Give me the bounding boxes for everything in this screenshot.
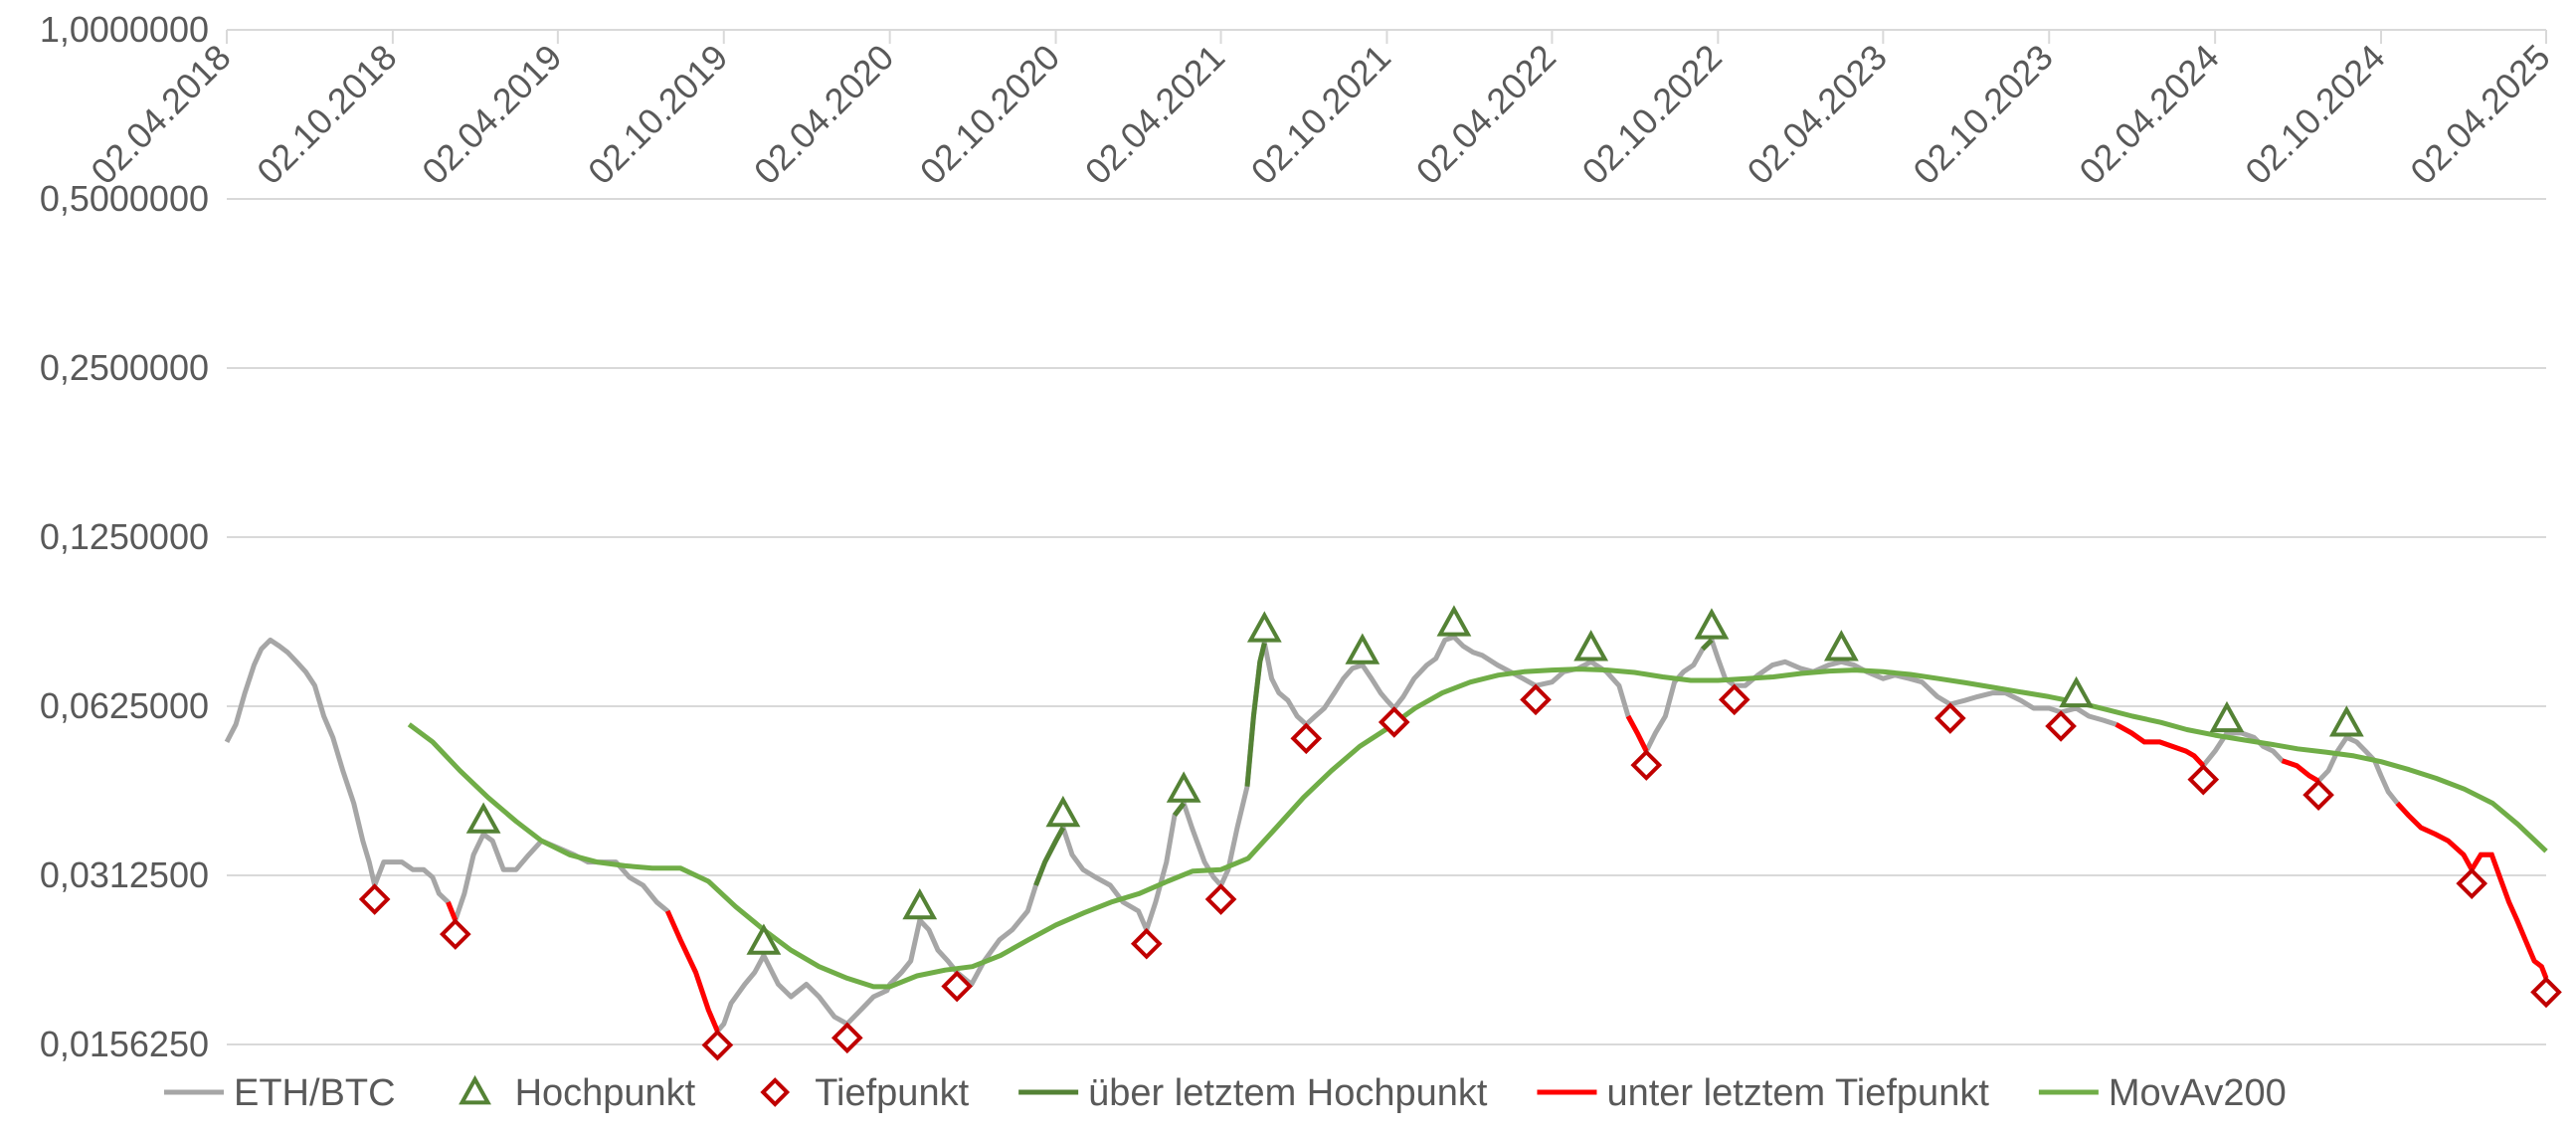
tiefpunkt-marker (1130, 927, 1163, 960)
tiefpunkt-marker (2302, 779, 2334, 812)
x-tick-label: 02.04.2024 (2071, 37, 2226, 192)
segment-above-high-4 (1701, 638, 1714, 652)
legend-label: MovAv200 (2109, 1072, 2287, 1114)
x-tick-label: 02.04.2020 (746, 37, 901, 192)
hochpunkt-marker (2328, 705, 2364, 737)
legend-item-above_high: über letztem Hochpunkt (1018, 1072, 1488, 1114)
legend: ETH/BTC Hochpunkt Tiefpunkt über letztem Ho… (164, 1072, 2287, 1114)
tiefpunkt-marker (1290, 722, 1323, 755)
tiefpunkt-marker (830, 1022, 863, 1054)
segment-above-high-1 (1033, 826, 1066, 886)
hochpunkt-marker (1823, 630, 1859, 662)
tiefpunkt-marker (1378, 706, 1410, 738)
hochpunkt-marker (746, 923, 782, 955)
y-tick-label: 0,0312500 (40, 854, 209, 895)
hochpunkt-marker (1694, 608, 1730, 640)
tiefpunkt-marker (2187, 763, 2220, 796)
y-tick-label: 1,0000000 (40, 9, 209, 50)
tiefpunkt-marker (1204, 883, 1237, 915)
x-tick-label: 02.10.2022 (1574, 37, 1730, 192)
hochpunkt-marker (1045, 795, 1081, 828)
legend-swatch-triangle (459, 1074, 491, 1105)
segment-below-low-3 (2115, 722, 2206, 768)
segment-below-low-0 (446, 900, 459, 922)
legend-label: Tiefpunkt (815, 1072, 969, 1114)
legend-item-movav: MovAv200 (2038, 1072, 2287, 1114)
segment-below-low-1 (664, 909, 720, 1033)
legend-label: Hochpunkt (515, 1072, 696, 1114)
y-tick-label: 0,1250000 (40, 516, 209, 557)
tiefpunkt-marker (2045, 710, 2077, 742)
y-axis: 1,0000000 0,5000000 0,2500000 0,1250000 0,06… (40, 9, 209, 1064)
legend-swatch-diamond (760, 1077, 791, 1107)
x-tick-label: 02.10.2021 (1243, 37, 1398, 192)
tiefpunkt-marker (2530, 976, 2562, 1009)
hochpunkt-marker (1573, 630, 1609, 662)
hochpunkt-marker (1345, 633, 1380, 664)
legend-item-tiefpunkt: Tiefpunkt (760, 1072, 970, 1114)
legend-item-hochpunkt: Hochpunkt (459, 1072, 696, 1114)
hochpunkt-marker (1246, 611, 1282, 643)
tiefpunkt-marker (439, 918, 471, 950)
x-tick-label: 02.10.2018 (249, 37, 404, 192)
y-tick-label: 0,0625000 (40, 685, 209, 726)
x-tick-label: 02.10.2024 (2237, 37, 2392, 192)
x-tick-label: 02.10.2020 (912, 37, 1067, 192)
legend-item-below_low: unter letztem Tiefpunkt (1537, 1072, 1989, 1114)
tiefpunkt-marker (1933, 702, 1966, 734)
x-tick-label: 02.04.2018 (83, 37, 238, 192)
tiefpunkt-marker (1520, 683, 1552, 716)
segment-above-high-3 (1244, 642, 1267, 787)
hochpunkt-marker (465, 802, 501, 834)
x-tick-label: 02.04.2019 (414, 37, 569, 192)
segment-below-low-2 (1625, 714, 1649, 753)
x-tick-label: 02.10.2019 (580, 37, 735, 192)
legend-item-ethbtc: ETH/BTC (164, 1072, 396, 1114)
tiefpunkt-marker (701, 1029, 734, 1061)
x-axis: 02.04.2018 02.10.2018 02.04.2019 02.10.2019… (83, 29, 2558, 192)
tiefpunkt-marker (358, 883, 391, 915)
x-tick-label: 02.04.2021 (1077, 37, 1232, 192)
y-tick-label: 0,2500000 (40, 347, 209, 388)
plot-area (224, 634, 2549, 1035)
grid (227, 29, 2546, 1045)
y-tick-label: 0,5000000 (40, 178, 209, 219)
segment-below-low-5 (2395, 801, 2549, 980)
series-ethbtc-line (224, 634, 2549, 1035)
y-tick-label: 0,0156250 (40, 1024, 209, 1064)
markers (358, 605, 2562, 1061)
x-tick-label: 02.04.2023 (1740, 37, 1895, 192)
legend-label: ETH/BTC (234, 1072, 396, 1114)
x-tick-label: 02.04.2022 (1408, 37, 1564, 192)
tiefpunkt-marker (2456, 867, 2488, 900)
tiefpunkt-marker (1630, 749, 1663, 781)
legend-label: unter letztem Tiefpunkt (1606, 1072, 1989, 1114)
hochpunkt-marker (902, 887, 938, 920)
hochpunkt-marker (2059, 675, 2094, 708)
tiefpunkt-marker (1718, 683, 1750, 716)
segment-above-high-2 (1173, 801, 1187, 818)
hochpunkt-marker (1166, 771, 1201, 803)
hochpunkt-marker (2209, 700, 2245, 733)
x-tick-label: 02.10.2023 (1905, 37, 2060, 192)
tiefpunkt-marker (941, 970, 973, 1003)
x-tick-label: 02.04.2025 (2402, 37, 2557, 192)
hochpunkt-marker (1436, 605, 1472, 637)
legend-label: über letztem Hochpunkt (1088, 1072, 1488, 1114)
segment-below-low-4 (2281, 758, 2320, 784)
